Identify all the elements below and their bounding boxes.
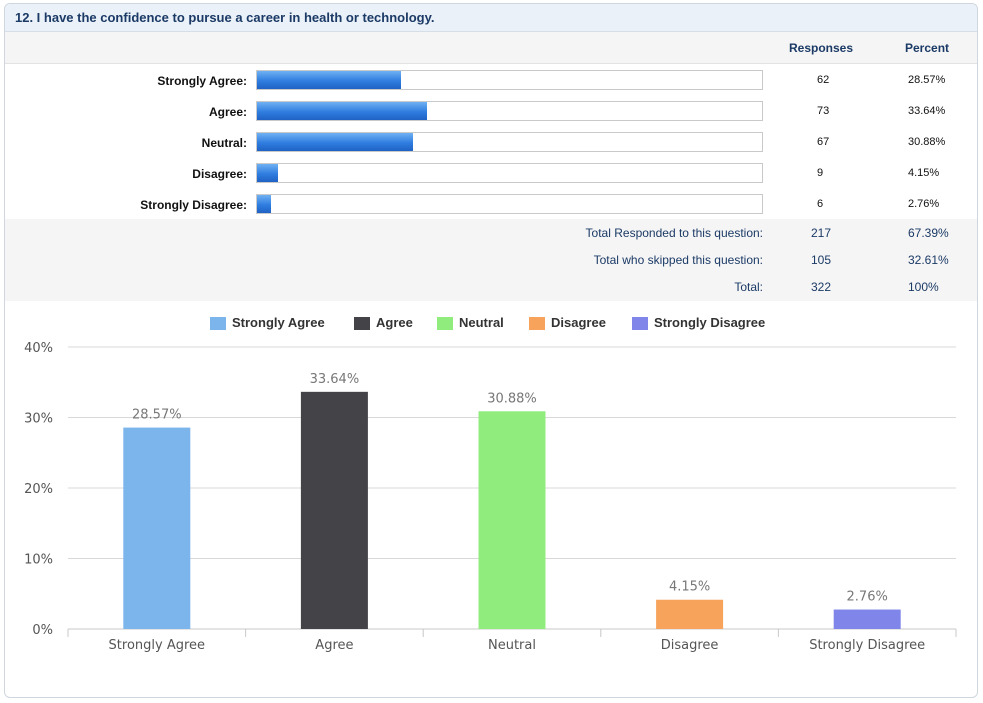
row-percent: 4.15% [908,167,940,179]
totals-label: Total who skipped this question: [593,253,763,267]
bar-agree [300,391,368,629]
totals-label: Total: [734,280,763,294]
question-panel: 12. I have the confidence to pursue a ca… [4,3,978,698]
totals-row: Total who skipped this question: 105 32.… [5,246,975,273]
progress-fill [257,164,278,182]
totals-label: Total Responded to this question: [585,226,763,240]
row-percent: 33.64% [908,105,946,117]
totals-row: Total Responded to this question: 217 67… [5,219,975,246]
bar-strongly-disagree [833,609,901,629]
y-tick-label: 0% [32,623,53,638]
row-label: Strongly Agree: [157,74,247,88]
progress-bar [256,132,763,152]
row-percent: 2.76% [908,198,940,210]
totals-responses: 322 [811,280,832,294]
totals-section: Total Responded to this question: 217 67… [5,219,977,301]
row-label: Agree: [208,105,247,119]
progress-bar [256,70,763,90]
progress-bar [256,194,763,214]
legend-swatch [529,317,545,330]
data-label: 4.15% [669,580,710,595]
question-title: 12. I have the confidence to pursue a ca… [5,4,977,32]
progress-fill [257,195,271,213]
row-responses: 67 [817,136,830,148]
row-label: Disagree: [192,167,247,181]
y-tick-label: 10% [24,553,53,568]
table-row: Neutral: 67 30.88% [5,128,975,159]
legend-label: Disagree [551,315,606,330]
x-tick-label: Agree [315,638,353,653]
table-row: Agree: 73 33.64% [5,97,975,128]
legend-swatch [437,317,453,330]
legend-label: Strongly Disagree [654,315,766,330]
x-tick-label: Neutral [488,638,536,653]
responses-header: Responses [789,41,854,55]
legend-swatch [354,317,370,330]
progress-fill [257,71,402,89]
progress-bar [256,163,763,183]
row-label: Strongly Disagree: [140,198,247,212]
bar-chart: 0% 10% 20% 30% 40% 28.57% Strongly Agree 33.64%… [24,341,957,653]
totals-responses: 217 [811,226,832,240]
y-tick-label: 20% [24,482,53,497]
totals-percent: 32.61% [908,253,949,267]
legend-label: Strongly Agree [232,315,325,330]
totals-percent: 67.39% [908,226,949,240]
data-label: 28.57% [132,408,182,423]
data-label: 33.64% [310,372,360,387]
table-row: Strongly Agree: 62 28.57% [5,66,975,97]
response-rows: Strongly Agree: 62 28.57% Agree: 73 33.6… [5,64,977,219]
totals-percent: 100% [908,280,939,294]
table-header: Responses Percent [5,32,977,64]
data-label: 30.88% [487,391,537,406]
row-percent: 30.88% [908,136,946,148]
legend-swatch [210,317,226,330]
bar-neutral [478,411,546,629]
row-responses: 9 [817,167,824,179]
legend-swatch [632,317,648,330]
bar-strongly-agree [123,427,191,629]
progress-bar [256,101,763,121]
x-tick-label: Disagree [661,638,719,653]
x-tick-label: Strongly Disagree [809,638,925,653]
bar-disagree [656,599,724,629]
table-row: Strongly Disagree: 6 2.76% [5,190,975,221]
y-tick-label: 40% [24,341,53,356]
y-tick-label: 30% [24,412,53,427]
row-responses: 6 [817,198,824,210]
legend-label: Neutral [459,315,504,330]
row-percent: 28.57% [908,74,946,86]
legend-label: Agree [376,315,413,330]
x-tick-label: Strongly Agree [109,638,206,653]
data-label: 2.76% [847,590,888,605]
row-responses: 62 [817,74,830,86]
totals-responses: 105 [811,253,832,267]
totals-row: Total: 322 100% [5,273,975,300]
row-label: Neutral: [201,136,247,150]
row-responses: 73 [817,105,830,117]
table-row: Disagree: 9 4.15% [5,159,975,190]
percent-header: Percent [905,41,950,55]
progress-fill [257,102,427,120]
progress-fill [257,133,413,151]
